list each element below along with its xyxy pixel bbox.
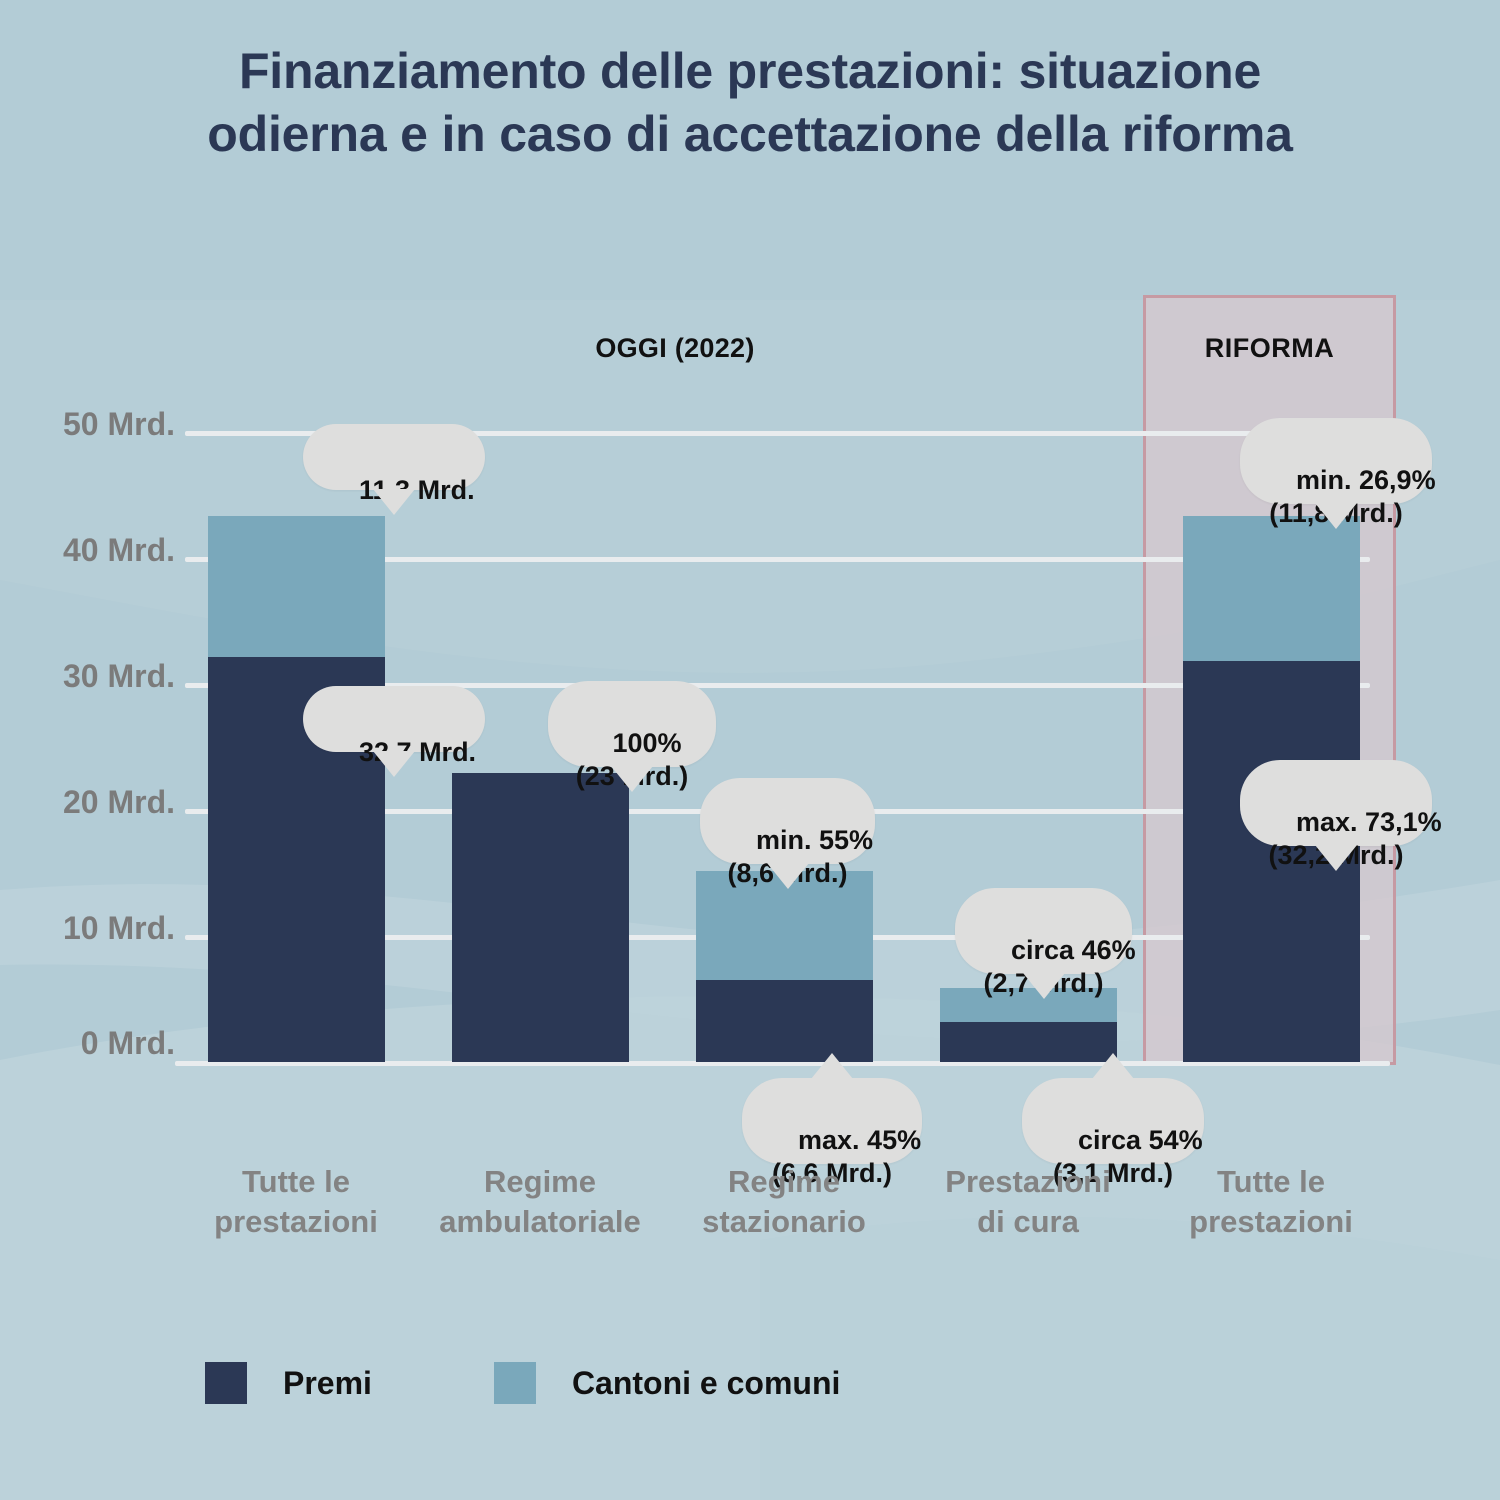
gridline-40 (185, 557, 1370, 562)
x-axis-label-4: Prestazioni di cura (945, 1164, 1111, 1239)
bar-3-premi-segment[interactable] (696, 980, 873, 1062)
callout-pointer (766, 863, 809, 889)
callout-premi-cura: circa 54% (3,1 Mrd.) (1022, 1053, 1204, 1188)
legend-item-premi[interactable]: Premi (205, 1362, 372, 1404)
bar-4-premi-segment[interactable] (940, 1022, 1117, 1062)
y-axis-tick-50: 50 Mrd. (62, 406, 175, 442)
x-axis-label-2: Regime ambulatoriale (439, 1164, 641, 1239)
callout-pointer (373, 489, 415, 515)
y-axis-tick-20: 20 Mrd. (62, 784, 175, 820)
bar-5-cantoni-segment[interactable] (1183, 516, 1360, 661)
section-header-today: OGGI (2022) (595, 333, 755, 363)
callout-pointer (1315, 503, 1357, 529)
y-axis-tick-0: 0 Mrd. (80, 1025, 175, 1061)
callout-cantoni-stazionario: min. 55% (8,6 Mrd.) (700, 778, 875, 889)
gridline-0 (175, 1061, 1390, 1066)
callout-cantoni-all-today: 11,3 Mrd. (303, 424, 485, 515)
callout-pointer (611, 766, 653, 792)
callout-premi-reform: max. 73,1% (32,2 Mrd.) (1240, 760, 1442, 871)
callout-pointer (811, 1053, 853, 1079)
x-axis-label-5: Tutte le prestazioni (1189, 1164, 1353, 1239)
title-line-2: odierna e in caso di accettazione della … (207, 105, 1293, 162)
callout-pointer (373, 751, 415, 777)
legend-swatch-premi (205, 1362, 247, 1404)
page-title: Finanziamento delle prestazioni: situazi… (0, 40, 1500, 165)
callout-text: max. 45% (6,6 Mrd.) (771, 1124, 922, 1188)
x-axis-label-3: Regime stazionario (702, 1164, 866, 1239)
y-axis-tick-30: 30 Mrd. (62, 658, 175, 694)
callout-text: circa 46% (2,7 Mrd.) (983, 934, 1136, 998)
legend-label-premi: Premi (283, 1364, 372, 1401)
callout-premi-stazionario: max. 45% (6,6 Mrd.) (742, 1053, 922, 1188)
title-line-1: Finanziamento delle prestazioni: situazi… (238, 43, 1262, 99)
callout-pointer (1022, 973, 1065, 999)
bar-2-premi-segment[interactable] (452, 773, 629, 1062)
y-axis-tick-10: 10 Mrd. (62, 910, 175, 946)
callout-text: circa 54% (3,1 Mrd.) (1052, 1124, 1203, 1188)
section-header-reform: RIFORMA (1204, 333, 1335, 363)
callout-pointer (1315, 845, 1357, 871)
bar-1-cantoni-segment[interactable] (208, 516, 385, 657)
x-axis-label-1: Tutte le prestazioni (214, 1164, 378, 1239)
callout-text: min. 26,9% (11,8 Mrd.) (1269, 464, 1436, 528)
gridline-30 (185, 683, 1370, 688)
callout-cantoni-reform: min. 26,9% (11,8 Mrd.) (1240, 418, 1436, 529)
bar-3-cantoni-segment[interactable] (696, 871, 873, 980)
y-axis-tick-40: 40 Mrd. (62, 532, 175, 568)
callout-cantoni-cura: circa 46% (2,7 Mrd.) (955, 888, 1136, 999)
gridline-50 (185, 431, 1370, 436)
legend-label-cantoni: Cantoni e comuni (571, 1364, 841, 1401)
chart-legend: Premi Cantoni e comuni (205, 1362, 910, 1404)
callout-premi-all-today: 32,7 Mrd. (303, 686, 485, 777)
legend-swatch-cantoni (493, 1362, 536, 1404)
legend-item-cantoni[interactable]: Cantoni e comuni (493, 1362, 841, 1404)
callout-premi-ambulatoriale: 100% (23 Mrd.) (548, 681, 716, 792)
callout-pointer (1092, 1053, 1134, 1079)
